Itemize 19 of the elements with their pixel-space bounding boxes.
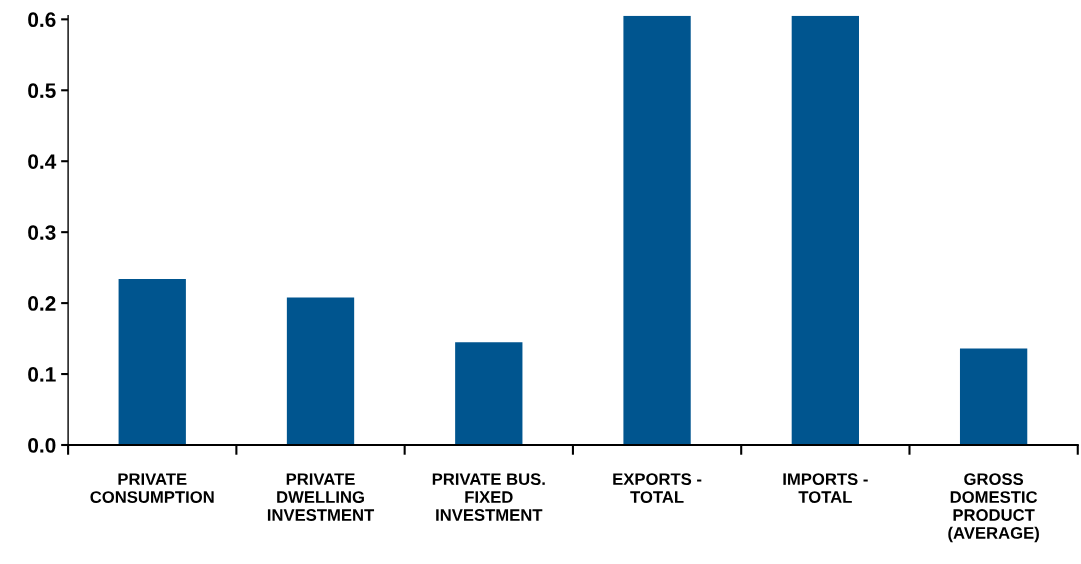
y-tick-label: 0.3: [28, 225, 56, 240]
x-tick-label: EXPORTS - TOTAL: [613, 473, 702, 503]
y-tick-label: 0.4: [28, 154, 57, 169]
x-tick-label: PRIVATE BUS. FIXED INVESTMENT: [432, 473, 545, 521]
bar: [286, 297, 355, 445]
bar: [455, 342, 523, 445]
y-tick-label: 0.6: [28, 12, 56, 28]
bar: [959, 348, 1028, 445]
y-tick-label: 0.5: [28, 83, 56, 99]
x-tick-label: GROSS DOMESTIC PRODUCT (AVERAGE): [948, 473, 1039, 543]
bar: [791, 15, 859, 445]
x-tick-label: IMPORTS - TOTAL: [783, 473, 868, 503]
bar: [623, 15, 691, 445]
y-tick-label: 0.0: [28, 438, 56, 453]
y-tick-label: 0.1: [28, 367, 56, 382]
bar: [118, 278, 186, 445]
x-tick-label: PRIVATE DWELLING INVESTMENT: [267, 473, 375, 521]
y-tick-label: 0.2: [28, 296, 56, 311]
x-tick-label: PRIVATE CONSUMPTION: [90, 473, 214, 503]
